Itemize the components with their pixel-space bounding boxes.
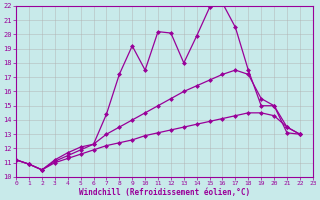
X-axis label: Windchill (Refroidissement éolien,°C): Windchill (Refroidissement éolien,°C) — [79, 188, 250, 197]
